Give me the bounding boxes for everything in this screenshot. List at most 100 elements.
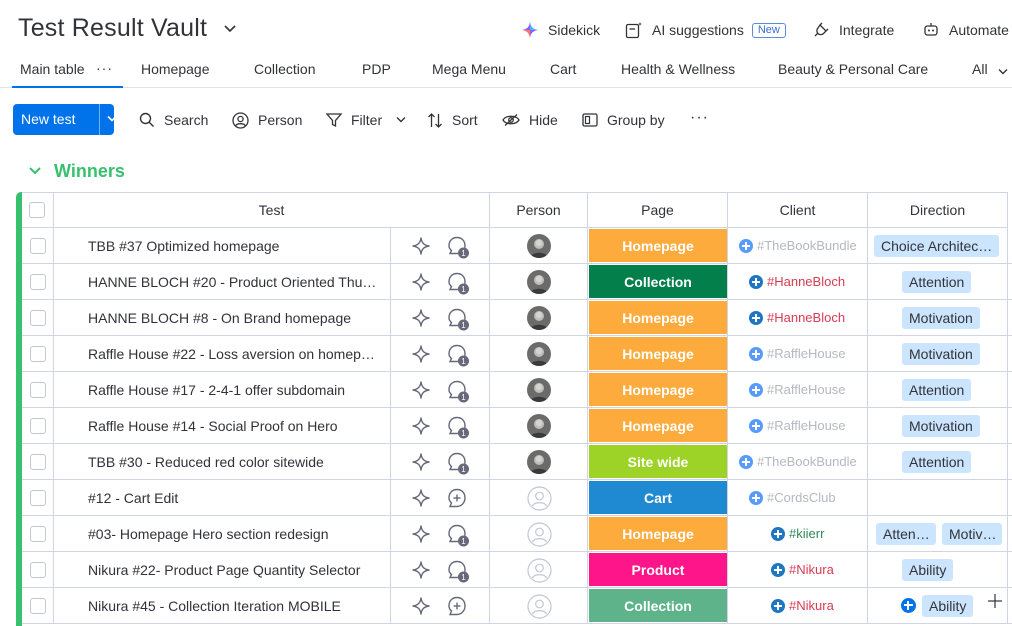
test-name-cell[interactable]: TBB #37 Optimized homepage: [54, 228, 391, 263]
client-cell[interactable]: #RaffleHouse: [728, 408, 868, 443]
person-cell[interactable]: [490, 516, 588, 551]
page-status-pill[interactable]: Homepage: [589, 337, 727, 370]
conversation-updates-icon[interactable]: 1: [445, 270, 471, 296]
test-name-cell[interactable]: #12 - Cart Edit: [54, 480, 391, 515]
column-header-client[interactable]: Client: [728, 192, 868, 228]
direction-tag[interactable]: Attention: [902, 379, 972, 401]
sort-button[interactable]: Sort: [427, 111, 478, 129]
page-status-pill[interactable]: Collection: [589, 265, 727, 298]
row-checkbox[interactable]: [30, 418, 46, 434]
test-name-cell[interactable]: Raffle House #17 - 2-4-1 offer subdomain: [54, 372, 391, 407]
page-status-pill[interactable]: Homepage: [589, 373, 727, 406]
client-cell[interactable]: #HanneBloch: [728, 300, 868, 335]
person-cell[interactable]: [490, 228, 588, 263]
conversation-updates-icon[interactable]: 1: [445, 306, 471, 332]
table-row[interactable]: Raffle House #14 - Social Proof on Hero 1…: [22, 408, 1012, 444]
direction-tag[interactable]: Ability: [902, 559, 954, 581]
client-link[interactable]: #RaffleHouse: [749, 382, 846, 397]
group-by-button[interactable]: Group by: [582, 111, 665, 129]
test-name[interactable]: Raffle House #17 - 2-4-1 offer subdomain: [88, 382, 346, 398]
direction-tag[interactable]: Motivation: [902, 307, 980, 329]
table-row[interactable]: Nikura #22- Product Page Quantity Select…: [22, 552, 1012, 588]
client-link[interactable]: #HanneBloch: [749, 310, 845, 325]
search-button[interactable]: Search: [139, 111, 208, 129]
page-cell[interactable]: Homepage: [588, 516, 728, 551]
page-cell[interactable]: Homepage: [588, 372, 728, 407]
page-status-pill[interactable]: Collection: [589, 589, 727, 622]
client-cell[interactable]: #RaffleHouse: [728, 372, 868, 407]
avatar[interactable]: [527, 270, 551, 294]
test-name[interactable]: Raffle House #22 - Loss aversion on home…: [88, 346, 378, 362]
tab-collection[interactable]: Collection: [254, 61, 316, 77]
test-name-cell[interactable]: Raffle House #22 - Loss aversion on home…: [54, 336, 391, 371]
empty-person-icon[interactable]: [527, 486, 552, 511]
group-title[interactable]: Winners: [54, 160, 125, 181]
direction-cell[interactable]: Motivation: [868, 408, 1008, 443]
conversation-updates-icon[interactable]: 1: [445, 522, 471, 548]
test-name[interactable]: HANNE BLOCH #8 - On Brand homepage: [88, 310, 352, 326]
person-cell[interactable]: [490, 552, 588, 587]
column-header-page[interactable]: Page: [588, 192, 728, 228]
client-link[interactable]: #HanneBloch: [749, 274, 845, 289]
direction-tag[interactable]: Choice Architec…: [874, 235, 1000, 257]
client-cell[interactable]: #Nikura: [728, 552, 868, 587]
row-checkbox[interactable]: [30, 238, 46, 254]
test-name[interactable]: #12 - Cart Edit: [88, 490, 179, 506]
test-name-cell[interactable]: Raffle House #14 - Social Proof on Hero: [54, 408, 391, 443]
test-name-cell[interactable]: Nikura #22- Product Page Quantity Select…: [54, 552, 391, 587]
page-status-pill[interactable]: Cart: [589, 481, 727, 514]
empty-person-icon[interactable]: [527, 558, 552, 583]
chevron-down-icon[interactable]: [223, 22, 237, 36]
row-checkbox[interactable]: [30, 598, 46, 614]
person-cell[interactable]: [490, 336, 588, 371]
direction-cell[interactable]: [868, 480, 1008, 515]
sparkle-icon[interactable]: [411, 308, 431, 328]
direction-tag[interactable]: Motivation: [902, 343, 980, 365]
page-status-pill[interactable]: Product: [589, 553, 727, 586]
page-cell[interactable]: Homepage: [588, 408, 728, 443]
test-name[interactable]: Nikura #45 - Collection Iteration MOBILE: [88, 598, 341, 614]
page-status-pill[interactable]: Homepage: [589, 301, 727, 334]
person-cell[interactable]: [490, 444, 588, 479]
tab-mega-menu[interactable]: Mega Menu: [432, 61, 506, 77]
person-filter-button[interactable]: Person: [232, 111, 302, 129]
direction-tag[interactable]: Atten…: [876, 523, 936, 545]
row-checkbox[interactable]: [30, 310, 46, 326]
client-cell[interactable]: #CordsClub: [728, 480, 868, 515]
direction-cell[interactable]: Atten… Motiv…: [868, 516, 1008, 551]
add-update-icon[interactable]: [445, 486, 471, 512]
table-row[interactable]: TBB #30 - Reduced red color sitewide 1 Sit…: [22, 444, 1012, 480]
conversation-updates-icon[interactable]: 1: [445, 234, 471, 260]
person-cell[interactable]: [490, 480, 588, 515]
client-cell[interactable]: #TheBookBundle: [728, 444, 868, 479]
direction-cell[interactable]: Motivation: [868, 336, 1008, 371]
row-checkbox[interactable]: [30, 274, 46, 290]
ai-suggestions-button[interactable]: AI suggestions New: [625, 20, 786, 40]
person-cell[interactable]: [490, 372, 588, 407]
empty-person-icon[interactable]: [527, 522, 552, 547]
more-options-icon[interactable]: ···: [690, 109, 709, 126]
page-cell[interactable]: Homepage: [588, 228, 728, 263]
tab-beauty-personal-care[interactable]: Beauty & Personal Care: [778, 61, 929, 77]
table-row[interactable]: Raffle House #22 - Loss aversion on home…: [22, 336, 1012, 372]
row-checkbox[interactable]: [30, 490, 46, 506]
person-cell[interactable]: [490, 300, 588, 335]
filter-button[interactable]: Filter: [326, 111, 406, 129]
direction-cell[interactable]: Ability: [868, 552, 1008, 587]
conversation-updates-icon[interactable]: 1: [445, 450, 471, 476]
automate-button[interactable]: Automate: [922, 20, 1009, 40]
sparkle-icon[interactable]: [411, 524, 431, 544]
select-all-checkbox[interactable]: [29, 202, 45, 218]
add-update-icon[interactable]: [445, 594, 471, 620]
client-link[interactable]: #Nikura: [771, 562, 834, 577]
direction-cell[interactable]: Ability: [868, 588, 1008, 623]
client-link[interactable]: #TheBookBundle: [739, 238, 857, 253]
client-link[interactable]: #CordsClub: [749, 490, 836, 505]
person-cell[interactable]: [490, 408, 588, 443]
sidekick-button[interactable]: Sidekick: [521, 20, 600, 40]
direction-cell[interactable]: Motivation: [868, 300, 1008, 335]
chevron-down-icon[interactable]: [998, 68, 1008, 76]
page-cell[interactable]: Homepage: [588, 336, 728, 371]
direction-tag[interactable]: Ability: [922, 595, 974, 617]
page-cell[interactable]: Cart: [588, 480, 728, 515]
